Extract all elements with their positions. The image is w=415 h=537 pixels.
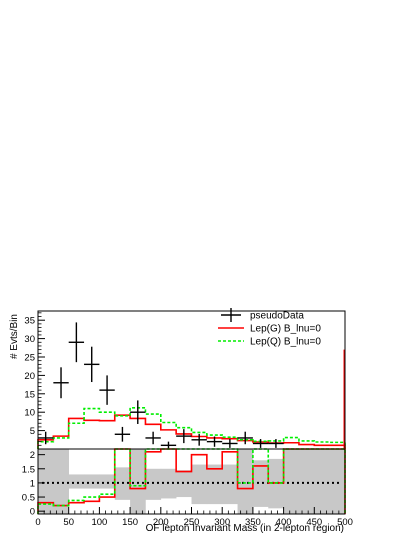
x-tick-label: 350 (245, 517, 261, 528)
x-tick-label: 50 (63, 517, 74, 528)
ratio-uncertainty-band (38, 449, 346, 514)
band-bin (329, 449, 346, 514)
main-panel: 5 10 15 20 25 30 35 # Evts/Bin (9, 310, 346, 450)
band-bin (99, 474, 116, 489)
legend-entry: Lep(Q) B_lnu=0 (218, 337, 321, 348)
ratio-y-tick-label: 2 (30, 450, 35, 461)
x-tick-label: 250 (184, 517, 200, 528)
band-bin (283, 449, 300, 514)
y-tick-label: 20 (24, 371, 35, 382)
data-point (145, 431, 161, 445)
data-point (268, 439, 284, 448)
x-axis: 0 50 100 150 200 250 300 350 400 450 500 (35, 507, 353, 528)
ratio-y-tick-label: 1.5 (22, 464, 35, 475)
y-tick-label: 5 (30, 426, 35, 437)
data-point (53, 367, 69, 399)
x-tick-label: 200 (153, 517, 169, 528)
legend-entry: pseudoData (221, 308, 304, 322)
legend: pseudoData Lep(G) B_lnu=0 Lep(Q) B_lnu=0 (218, 308, 321, 348)
band-bin (237, 449, 254, 514)
data-point (84, 346, 100, 383)
y-tick-label: 30 (24, 334, 35, 345)
legend-label: Lep(Q) B_lnu=0 (250, 337, 321, 348)
y-tick-label: 15 (24, 389, 35, 400)
x-tick-label: 0 (35, 517, 40, 528)
main-y-axis: 5 10 15 20 25 30 35 (24, 312, 45, 446)
ratio-panel: 0 0.5 1 1.5 2 0 50 100 150 200 250 300 350 400 450 500… (22, 448, 353, 534)
band-bin (130, 449, 146, 514)
x-tick-label: 150 (122, 517, 138, 528)
ratio-line-lep-g (37, 448, 346, 514)
legend-label: Lep(G) B_lnu=0 (250, 324, 321, 335)
y-tick-label: 35 (24, 316, 35, 327)
data-point (68, 322, 85, 363)
x-tick-label: 450 (306, 517, 322, 528)
band-bin (314, 449, 330, 514)
band-bin (53, 449, 69, 514)
main-y-axis-title: # Evts/Bin (9, 314, 20, 359)
band-bin (38, 449, 54, 514)
data-point (160, 441, 177, 449)
data-point (99, 375, 115, 405)
ratio-y-tick-label: 0 (30, 507, 35, 518)
band-bin (145, 468, 162, 500)
main-series-layer (37, 322, 346, 449)
x-tick-label: 100 (91, 517, 107, 528)
data-point (191, 433, 207, 446)
band-bin (222, 464, 238, 505)
ratio-y-tick-label: 1 (30, 478, 35, 489)
x-tick-label: 500 (337, 517, 353, 528)
ratio-y-tick-label: 0.5 (22, 493, 35, 504)
data-point (237, 431, 253, 445)
legend-entry: Lep(G) B_lnu=0 (218, 324, 321, 335)
band-bin (206, 464, 223, 505)
data-point (252, 439, 269, 448)
band-bin (84, 474, 100, 489)
data-point (176, 429, 192, 444)
band-bin (68, 474, 85, 489)
y-tick-label: 25 (24, 353, 35, 364)
x-axis-title: OF lepton Invariant Mass (in 2-lepton re… (146, 523, 344, 534)
legend-label: pseudoData (250, 311, 304, 322)
x-tick-label: 400 (276, 517, 292, 528)
data-point (206, 436, 223, 447)
x-tick-label: 300 (214, 517, 230, 528)
series-line-lep-q (37, 406, 346, 449)
ratio-y-axis: 0 0.5 1 1.5 2 (22, 450, 45, 518)
band-bin (191, 464, 208, 505)
data-point (130, 400, 146, 424)
band-bin (252, 460, 269, 507)
data-point (222, 439, 238, 448)
data-point (114, 426, 131, 442)
y-tick-label: 10 (24, 408, 35, 419)
band-bin (298, 449, 315, 514)
